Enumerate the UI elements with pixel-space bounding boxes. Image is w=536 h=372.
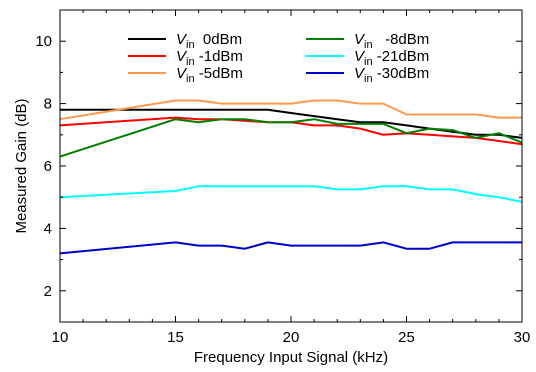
y-tick-label: 2 [44,283,52,300]
y-tick-label: 8 [44,96,52,113]
x-axis-label: Frequency Input Signal (kHz) [194,349,388,366]
series-line-3 [59,99,522,121]
series-line-4 [59,118,523,158]
legend-label-6: Vin -30dBm [354,65,429,85]
legend-label-3: Vin -5dBm [176,65,243,85]
series-line-2 [59,116,523,146]
legend-label-5: Vin -21dBm [354,48,429,68]
series-line-5 [59,185,523,203]
x-tick-label: 15 [167,329,184,346]
y-tick-label: 4 [44,220,52,237]
series-layer [59,99,523,255]
series-line-6 [59,241,522,255]
x-tick-label: 30 [514,329,531,346]
x-tick-label: 10 [52,329,69,346]
y-axis-label: Measured Gain (dB) [13,98,30,233]
y-tick-label: 6 [44,158,52,175]
legend-label-1: Vin 0dBm [176,31,242,51]
legend-label-2: Vin -1dBm [176,48,243,68]
y-tick-label: 10 [35,33,52,50]
x-tick-label: 25 [398,329,415,346]
ticks-layer: 10 15 20 25 30 2 4 6 8 10 [35,10,530,346]
legend-label-4: Vin -8dBm [354,31,429,51]
x-tick-label: 20 [283,329,300,346]
